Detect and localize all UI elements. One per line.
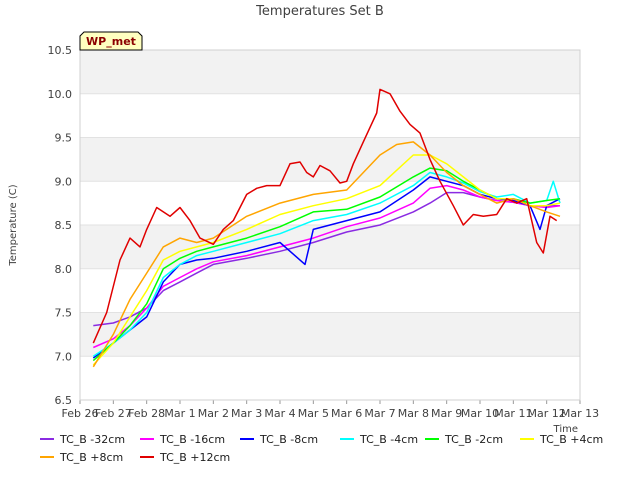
grid-band [80,181,580,225]
x-tick-label: Mar 10 [461,407,499,420]
series-line-tc-b-8cm [92,176,561,359]
legend-label: TC_B -4cm [359,433,418,446]
series-line-tc-b-12cm [92,88,558,344]
legend-label: TC_B -2cm [444,433,503,446]
legend-item-tc-b-4cm: TC_B +4cm [520,433,603,446]
x-tick-label: Mar 8 [398,407,429,420]
y-tick-label: 10.5 [48,44,73,57]
series-line-tc-b-4cm [92,154,561,366]
x-axis-label: Time [553,424,578,435]
y-tick-label: 8.5 [55,219,73,232]
legend-label: TC_B -8cm [259,433,318,446]
legend-item-tc-b-8cm: TC_B -8cm [240,433,318,446]
y-tick-label: 8.0 [55,263,73,276]
legend-item-tc-b-16cm: TC_B -16cm [140,433,225,446]
y-tick-label: 9.0 [55,175,73,188]
grid-band [80,225,580,269]
x-tick-label: Mar 11 [494,407,532,420]
y-axis-label: Temperature (C) [8,184,19,266]
x-tick-label: Mar 3 [231,407,262,420]
legend-label: TC_B -16cm [159,433,225,446]
legend-item-tc-b-4cm: TC_B -4cm [340,433,418,446]
station-badge: WP_met [79,31,143,51]
badge-shape [79,31,143,51]
legend-item-tc-b-12cm: TC_B +12cm [140,451,230,464]
grid-band [80,137,580,182]
x-tick-label: Mar 5 [298,407,329,420]
y-tick-label: 9.5 [55,132,73,145]
legend-item-tc-b-32cm: TC_B -32cm [40,433,125,446]
chart-title: Temperatures Set B [255,4,384,19]
x-tick-label: Mar 7 [364,407,395,420]
y-tick-label: 10.0 [48,88,73,101]
legend-label: TC_B +4cm [539,433,603,446]
x-tick-label: Mar 4 [264,407,295,420]
grid-band [80,312,580,357]
y-tick-label: 7.0 [55,350,73,363]
x-tick-label: Mar 12 [528,407,566,420]
x-tick-label: Feb 27 [95,407,132,420]
x-tick-label: Mar 6 [331,407,362,420]
legend-label: TC_B +12cm [159,451,230,464]
grid-band [80,356,580,400]
y-tick-label: 7.5 [55,307,73,320]
series-line-tc-b-4cm [92,171,561,357]
grid-band [80,50,580,94]
legend-label: TC_B +8cm [59,451,123,464]
legend: TC_B -32cm TC_B -16cm TC_B -8cm TC_B -4cm TC… [40,433,603,464]
grid-band [80,93,580,138]
series-line-tc-b-8cm [92,141,561,368]
badge-label: WP_met [86,35,136,48]
plot-frame [79,49,581,401]
series-lines [92,88,561,368]
x-tick-label: Feb 26 [62,407,99,420]
legend-item-tc-b-8cm: TC_B +8cm [40,451,123,464]
x-tick-label: Mar 1 [164,407,195,420]
legend-label: TC_B -32cm [59,433,125,446]
legend-item-tc-b-2cm: TC_B -2cm [425,433,503,446]
y-tick-label: 6.5 [55,394,73,407]
x-tick-label: Mar 9 [431,407,462,420]
x-tick-label: Mar 13 [561,407,599,420]
x-tick-label: Mar 2 [198,407,229,420]
x-tick-label: Feb 28 [128,407,165,420]
